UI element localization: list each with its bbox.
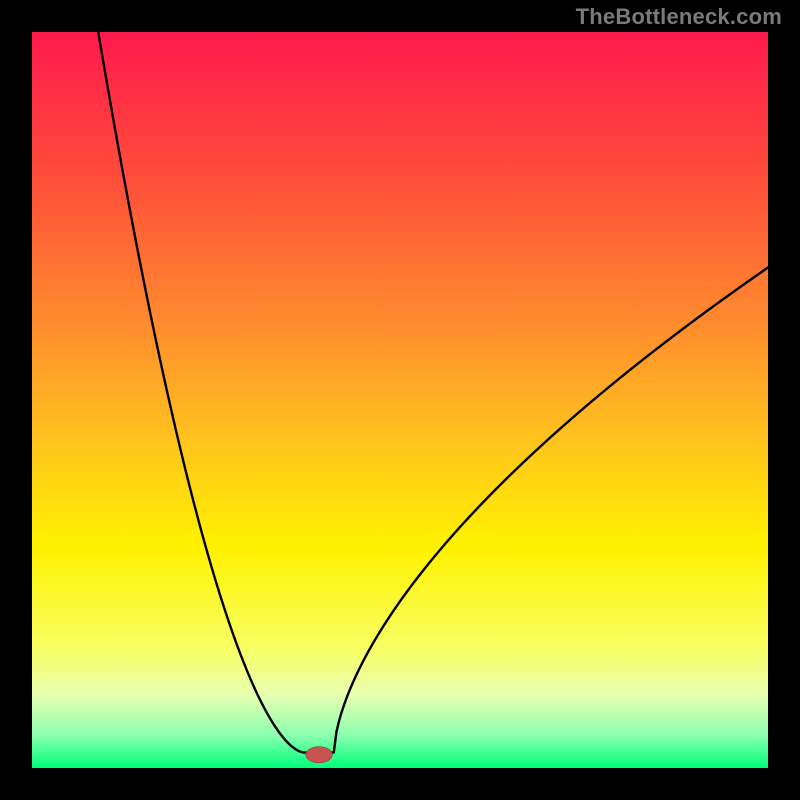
plot-background [32, 32, 768, 768]
watermark-text: TheBottleneck.com [576, 4, 782, 30]
bottleneck-chart [0, 0, 800, 800]
chart-frame: TheBottleneck.com [0, 0, 800, 800]
optimum-marker [306, 747, 332, 763]
